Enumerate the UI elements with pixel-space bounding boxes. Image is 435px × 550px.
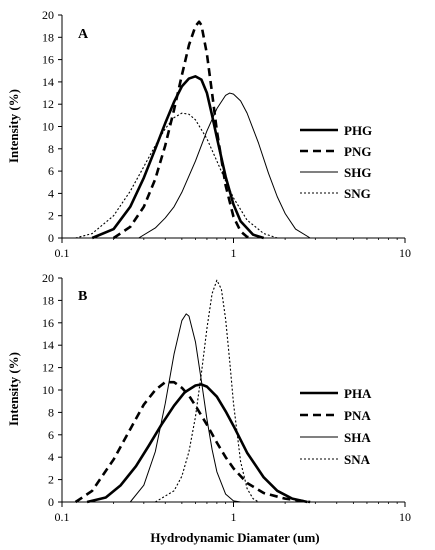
y-tick-label: 20	[42, 8, 54, 22]
y-tick-label: 4	[48, 450, 54, 464]
y-tick-label: 14	[42, 75, 54, 89]
series-line-phg	[91, 75, 265, 240]
y-tick-label: 10	[42, 383, 54, 397]
panel-b-ylabel: Intensity (%)	[6, 352, 21, 426]
y-tick-label: 8	[48, 142, 54, 156]
legend-label-sna: SNA	[344, 452, 371, 467]
y-tick-label: 18	[42, 30, 54, 44]
series-line-pha	[86, 383, 308, 504]
x-tick-label: 0.1	[55, 510, 70, 524]
series-line-sna	[155, 279, 259, 503]
y-tick-label: 10	[42, 120, 54, 134]
panel-a-series	[75, 20, 311, 240]
y-tick-label: 16	[42, 53, 54, 67]
y-tick-label: 4	[48, 186, 54, 200]
y-tick-label: 2	[48, 473, 54, 487]
y-tick-label: 6	[48, 428, 54, 442]
x-tick-label: 1	[231, 510, 237, 524]
panel-a-ylabel: Intensity (%)	[6, 89, 21, 163]
y-tick-label: 2	[48, 209, 54, 223]
panel-b-xlabel: Hydrodynamic Diamater (um)	[150, 530, 319, 545]
y-tick-label: 14	[42, 338, 54, 352]
legend-label-shg: SHG	[344, 165, 371, 180]
x-tick-label: 10	[399, 510, 411, 524]
y-tick-label: 12	[42, 97, 54, 111]
panel-b-legend: PHA PNA SHA SNA	[300, 386, 372, 467]
panel-a-legend: PHG PNG SHG SNG	[300, 123, 372, 201]
legend-label-pha: PHA	[344, 386, 372, 401]
series-line-shg	[138, 92, 311, 239]
series-line-sng	[75, 112, 278, 239]
y-tick-label: 0	[48, 495, 54, 509]
panel-b-series	[74, 279, 311, 504]
y-tick-label: 12	[42, 361, 54, 375]
series-line-png	[112, 20, 254, 240]
legend-label-phg: PHG	[344, 123, 372, 138]
legend-label-sng: SNG	[344, 186, 371, 201]
y-tick-label: 0	[48, 231, 54, 245]
panel-b-label: B	[78, 289, 87, 304]
y-tick-label: 8	[48, 405, 54, 419]
panel-a-axes: 0 2 4 6 8 10 12 14 16 18 20 0.1 1 10	[42, 8, 411, 260]
series-line-sha	[129, 313, 241, 503]
legend-label-png: PNG	[344, 144, 371, 159]
panel-b-axes: 0 2 4 6 8 10 12 14 16 18 20 0.1 1 10	[42, 271, 411, 524]
x-tick-label: 10	[399, 246, 411, 260]
y-tick-label: 18	[42, 293, 54, 307]
legend-label-pna: PNA	[344, 408, 371, 423]
y-tick-label: 20	[42, 271, 54, 285]
panel-a-label: A	[78, 27, 89, 42]
y-tick-label: 6	[48, 164, 54, 178]
x-tick-label: 1	[231, 246, 237, 260]
y-tick-label: 16	[42, 316, 54, 330]
series-line-pna	[74, 380, 311, 504]
x-tick-label: 0.1	[55, 246, 70, 260]
legend-label-sha: SHA	[344, 430, 371, 445]
